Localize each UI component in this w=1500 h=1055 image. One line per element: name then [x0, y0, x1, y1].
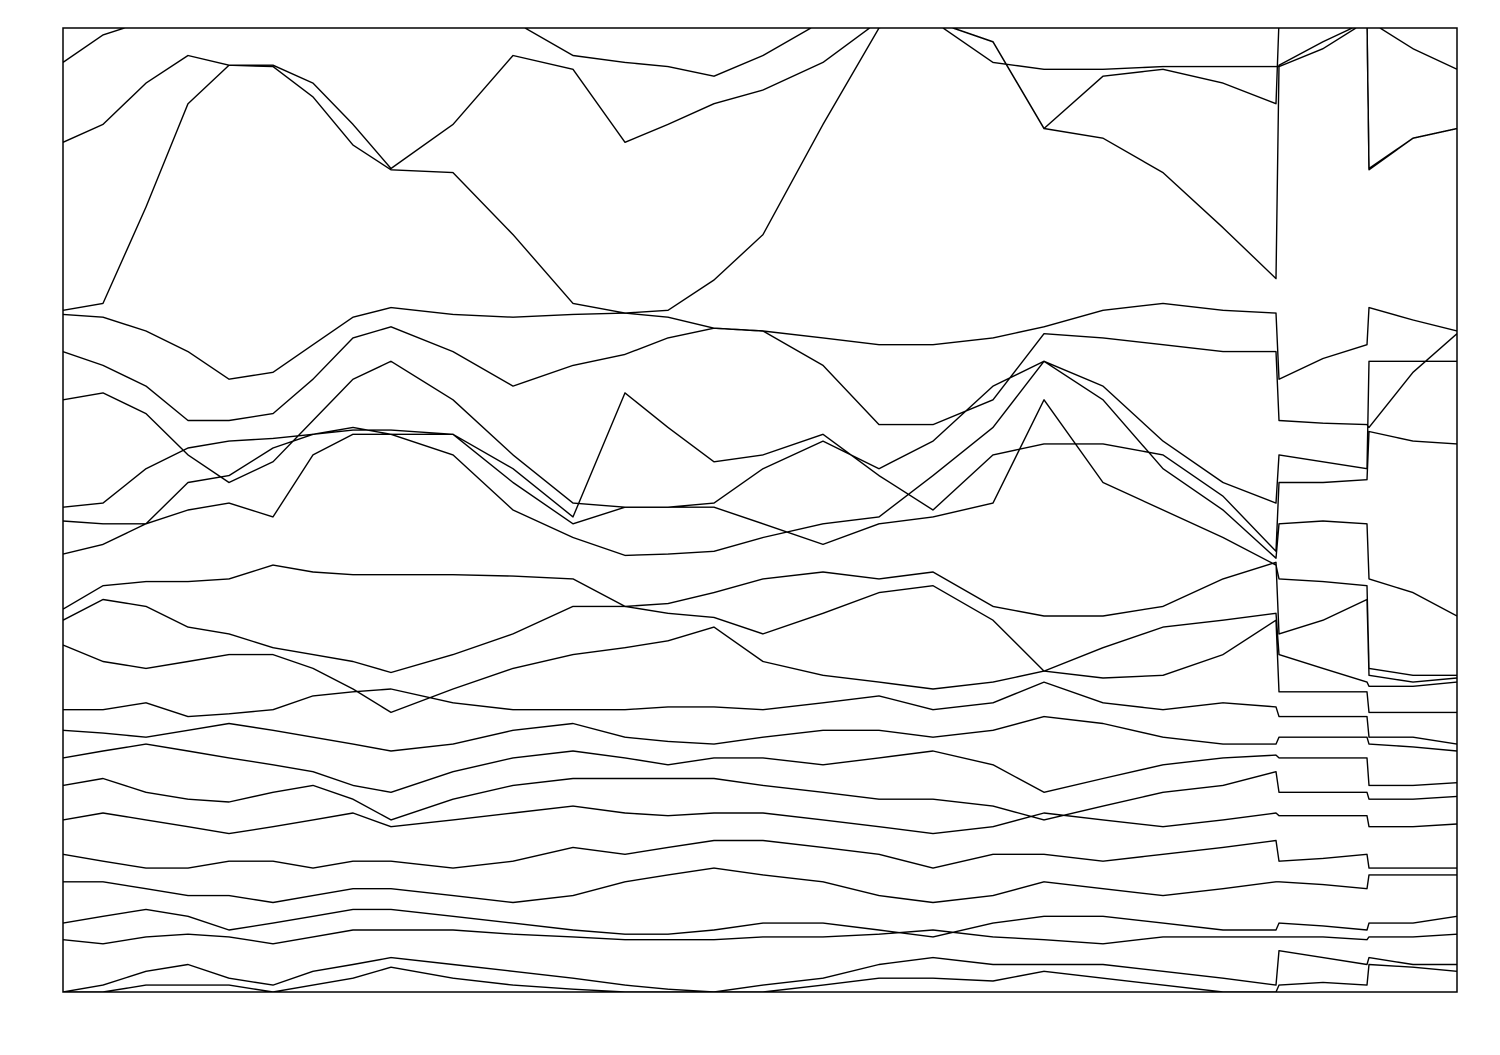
- band-line: [63, 619, 1457, 714]
- band-line: [63, 908, 1457, 938]
- band-line: [63, 399, 1457, 676]
- band-line: [63, 28, 1457, 314]
- band-line: [63, 681, 1457, 745]
- band-line: [63, 326, 1457, 429]
- band-layer: [63, 28, 1457, 992]
- band-line: [63, 360, 1457, 617]
- band-line: [63, 867, 1457, 904]
- band-line: [63, 771, 1457, 821]
- plot-frame: [62, 27, 1458, 993]
- band-line: [63, 28, 1457, 77]
- band-line: [63, 929, 1457, 945]
- band-line: [63, 950, 1457, 992]
- band-line: [63, 963, 1457, 992]
- band-line: [63, 715, 1457, 752]
- band-line: [63, 839, 1457, 869]
- band-line: [63, 360, 1457, 508]
- band-line: [63, 392, 1457, 552]
- band-line: [63, 28, 1457, 170]
- band-line: [63, 302, 1457, 380]
- band-line: [63, 743, 1457, 793]
- band-line: [63, 585, 1457, 687]
- band-line: [63, 561, 1457, 683]
- band-line: [63, 805, 1457, 835]
